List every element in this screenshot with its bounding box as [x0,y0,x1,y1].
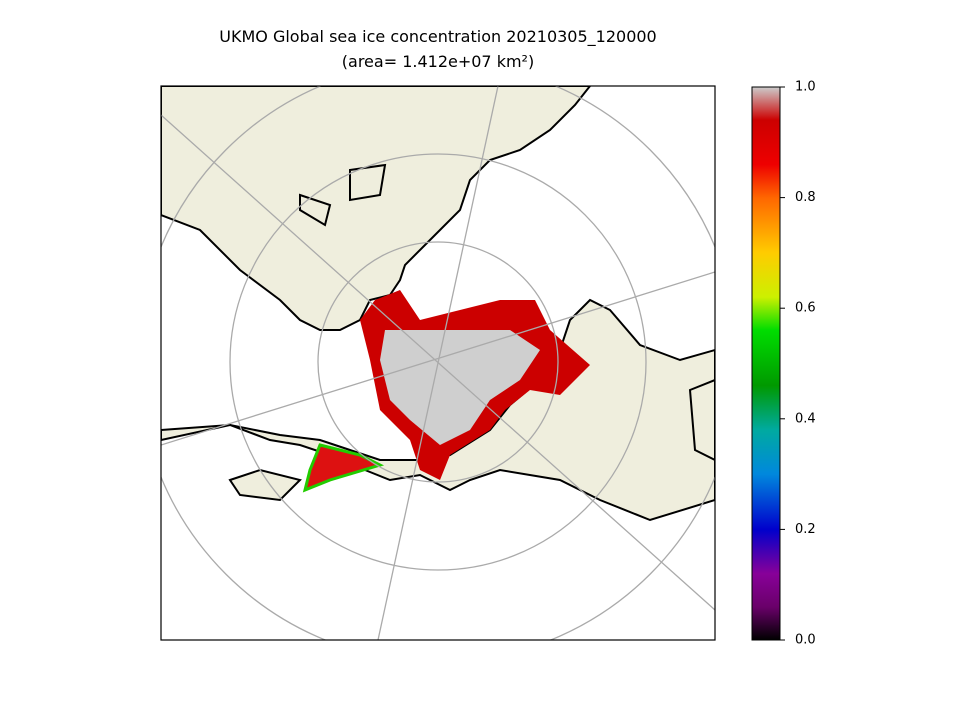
colorbar-gradient [751,86,781,641]
colorbar: 0.0 0.2 0.4 0.6 0.8 1.0 [751,80,816,648]
land-alaska-peninsula [228,468,302,502]
map-frame [160,85,716,641]
sea-ice-pack [380,330,540,445]
land-island [349,163,387,202]
colorbar-tick-label: 0.8 [795,190,816,205]
title: UKMO Global sea ice concentration 202103… [219,27,656,47]
land-eurasia [161,86,592,331]
colorbar-tick-label: 1.0 [795,80,816,95]
map [161,86,715,640]
sea-ice-bering [302,443,385,493]
colorbar-tick-label: 0.2 [795,522,816,537]
colorbar-tick-label: 0.4 [795,411,816,426]
graticule [161,86,715,640]
land-island [299,193,332,227]
colorbar-tick-label: 0.6 [795,301,816,316]
subtitle: (area= 1.412e+07 km²) [342,52,534,71]
land-greenland [688,378,715,462]
colorbar-tick-label: 0.0 [795,633,816,648]
